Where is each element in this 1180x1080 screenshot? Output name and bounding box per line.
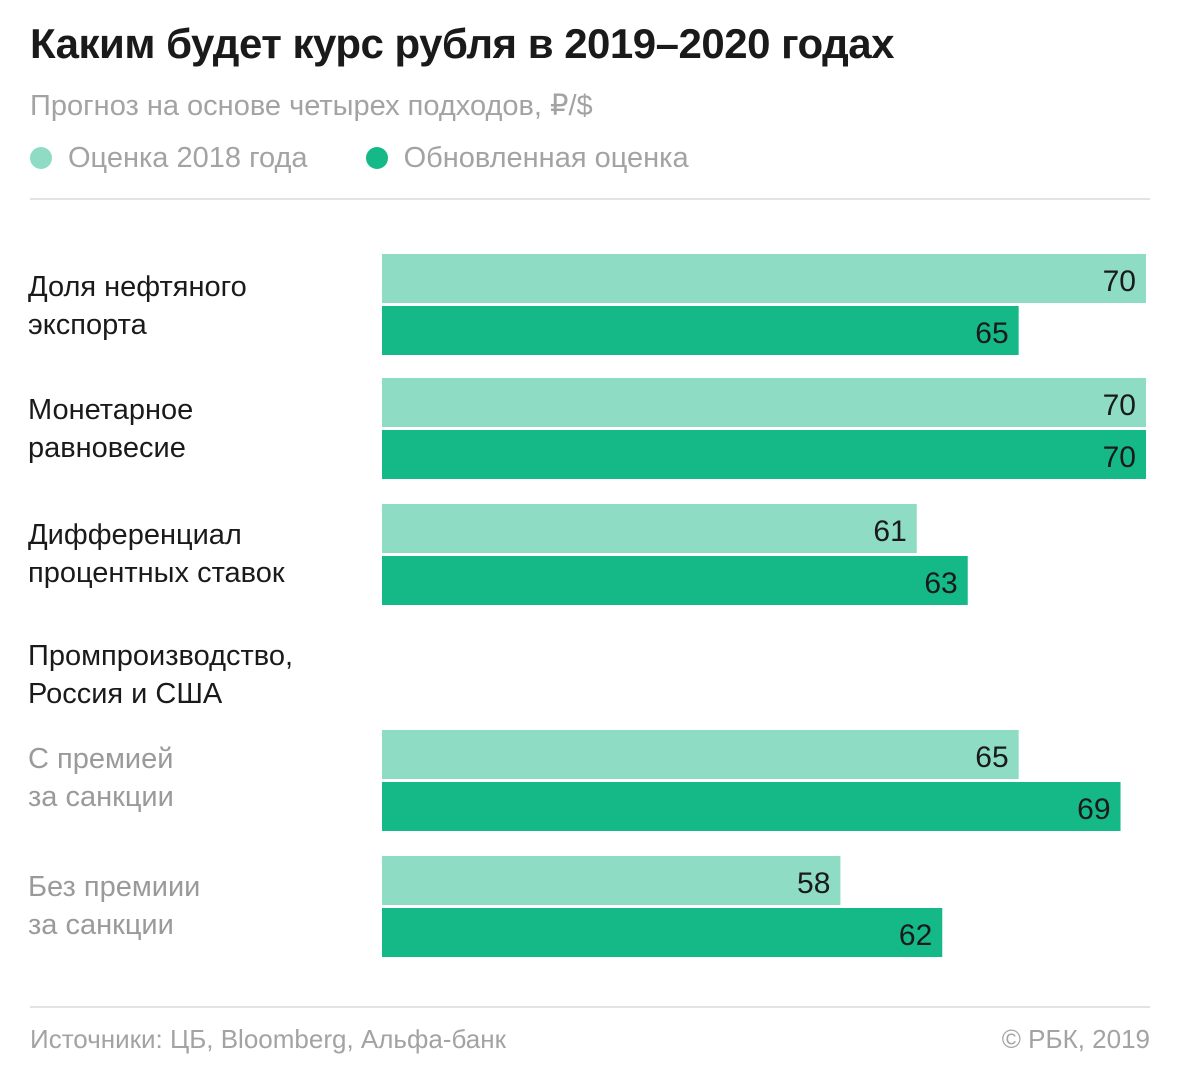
legend-swatch-2018 — [30, 147, 52, 169]
footer-source: Источники: ЦБ, Bloomberg, Альфа-банк — [30, 1024, 506, 1054]
bar-updated-4 — [382, 908, 943, 957]
legend-item-2018: Оценка 2018 года — [30, 142, 308, 175]
value-label-2018-2: 61 — [873, 515, 906, 548]
bar-2018-2 — [382, 504, 917, 553]
value-label-updated-1: 70 — [1103, 441, 1136, 474]
chart-title: Каким будет курс рубля в 2019–2020 годах — [30, 20, 895, 67]
footer-copyright: © РБК, 2019 — [1001, 1024, 1150, 1054]
bar-updated-2 — [382, 556, 968, 605]
bar-2018-1 — [382, 378, 1146, 427]
value-label-updated-0: 65 — [975, 317, 1008, 350]
value-label-2018-1: 70 — [1103, 389, 1136, 422]
top-divider — [30, 198, 1150, 200]
value-label-2018-4: 58 — [797, 867, 830, 900]
bar-updated-3 — [382, 782, 1121, 831]
value-label-2018-3: 65 — [975, 741, 1008, 774]
category-label-monetary: Монетарное равновесие — [28, 394, 194, 464]
bottom-divider — [30, 1006, 1150, 1008]
legend-label-2018: Оценка 2018 года — [68, 141, 308, 174]
chart-subtitle: Прогноз на основе четырех подходов, ₽/$ — [30, 90, 593, 122]
bar-2018-4 — [382, 856, 841, 905]
category-label-oil-export: Доля нефтяного экспорта — [28, 271, 247, 341]
value-label-updated-4: 62 — [899, 919, 932, 952]
value-label-updated-3: 69 — [1077, 793, 1110, 826]
category-label-rate-differential: Дифференциал процентных ставок — [28, 519, 285, 589]
legend-label-updated: Обновленная оценка — [403, 141, 689, 174]
value-label-2018-0: 70 — [1103, 265, 1136, 298]
legend: Оценка 2018 года Обновленная оценка — [30, 140, 747, 176]
bar-updated-1 — [382, 430, 1146, 479]
legend-item-updated: Обновленная оценка — [365, 141, 689, 175]
group-heading-industrial-production: Промпроизводство, Россия и США — [28, 640, 294, 710]
bar-2018-0 — [382, 254, 1146, 303]
bar-updated-0 — [382, 306, 1019, 355]
value-label-updated-2: 63 — [924, 567, 957, 600]
legend-swatch-updated — [365, 147, 388, 169]
bar-2018-3 — [382, 730, 1019, 779]
category-label-with-sanctions-premium: С премией за санкции — [28, 743, 174, 813]
category-label-without-sanctions-premium: Без премиии за санкции — [28, 871, 201, 941]
